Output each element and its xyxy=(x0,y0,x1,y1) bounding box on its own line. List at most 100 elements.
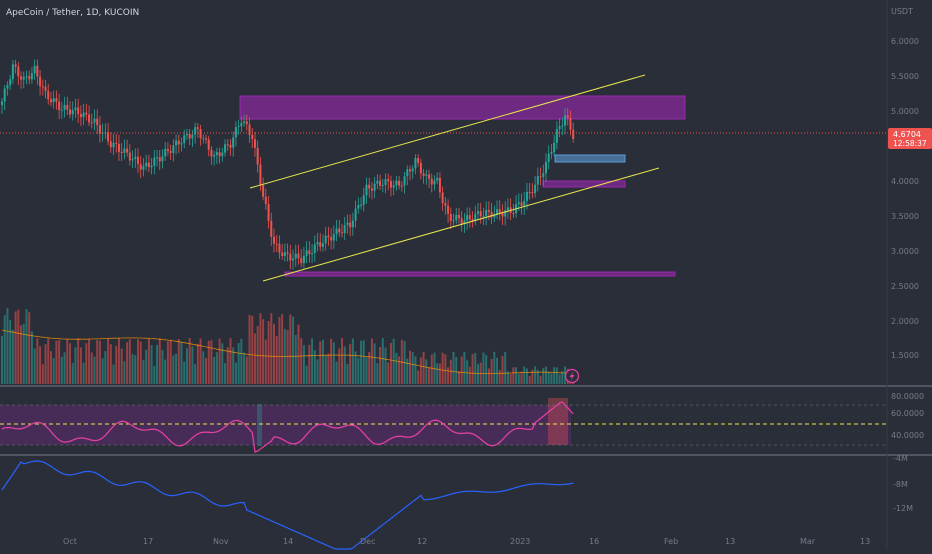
volume-bar xyxy=(82,362,85,384)
volume-bar xyxy=(28,312,31,384)
candle-body xyxy=(47,90,50,100)
candle-body xyxy=(107,132,110,142)
time-tick: 16 xyxy=(589,537,599,546)
candle-body xyxy=(177,140,180,145)
volume-bar xyxy=(153,365,156,384)
time-tick: 14 xyxy=(283,537,293,546)
volume-bar xyxy=(115,346,118,384)
candle-body xyxy=(471,219,474,221)
candle-body xyxy=(243,121,246,123)
support-zone-blue[interactable] xyxy=(554,154,626,163)
support-zone-low[interactable] xyxy=(284,271,676,277)
candle-body xyxy=(137,156,139,165)
volume-bar xyxy=(354,351,357,384)
candle-body xyxy=(354,208,357,221)
candle-body xyxy=(463,220,466,225)
price-tick: 3.0000 xyxy=(891,247,919,256)
candle-body xyxy=(324,235,327,244)
candle-body xyxy=(82,112,85,118)
candle-body xyxy=(142,166,145,170)
candle-body xyxy=(460,218,463,225)
volume-bar xyxy=(384,347,387,384)
candle-body xyxy=(569,117,572,130)
resistance-zone[interactable] xyxy=(239,95,686,120)
volume-bar xyxy=(172,355,175,384)
channel-lower-line[interactable] xyxy=(262,167,660,282)
candle-body xyxy=(561,125,564,127)
price-tick: 2.5000 xyxy=(891,282,919,291)
volume-bar xyxy=(324,355,327,384)
price-axis[interactable]: USDT 6.0000 5.5000 5.0000 4.0000 3.5000 … xyxy=(886,0,932,550)
candle-body xyxy=(558,126,561,130)
candle-body xyxy=(213,154,216,157)
candle-body xyxy=(9,79,12,86)
trend-channel[interactable] xyxy=(249,74,660,282)
candle-body xyxy=(229,144,232,148)
candle-body xyxy=(517,202,520,205)
volume-bar xyxy=(419,357,422,384)
volume-bar xyxy=(199,338,202,384)
candle-body xyxy=(351,220,354,228)
candle-body xyxy=(547,153,550,162)
volume-bars xyxy=(1,308,575,384)
symbol-title[interactable]: ApeCoin / Tether, 1D, KUCOIN xyxy=(6,8,139,18)
rsi-line xyxy=(1,401,574,453)
volume-bar xyxy=(474,353,477,384)
volume-bar xyxy=(237,343,240,384)
candle-body xyxy=(302,255,305,264)
volume-bar xyxy=(289,314,292,384)
candle-body xyxy=(419,162,422,174)
volume-bar xyxy=(150,345,153,384)
candle-body xyxy=(536,176,539,185)
candle-body xyxy=(175,140,178,146)
candle-body xyxy=(362,195,365,205)
candle-body xyxy=(370,188,373,191)
volume-bar xyxy=(311,338,314,384)
candle-body xyxy=(555,129,558,143)
candle-body xyxy=(379,180,382,186)
volume-bar xyxy=(259,313,262,384)
volume-bar xyxy=(240,338,243,384)
candle-body xyxy=(512,212,515,214)
volume-bar xyxy=(202,351,205,384)
volume-bar xyxy=(248,315,251,384)
volume-bar xyxy=(436,363,439,384)
candle-body xyxy=(275,243,278,245)
volume-bar xyxy=(406,358,409,384)
candle-body xyxy=(234,127,237,138)
candle-body xyxy=(161,156,164,162)
zones[interactable] xyxy=(239,95,686,277)
volume-bar xyxy=(3,315,6,384)
volume-bar xyxy=(262,319,265,384)
time-tick: 12 xyxy=(417,537,427,546)
volume-bar xyxy=(368,352,371,384)
channel-upper-line[interactable] xyxy=(249,74,646,189)
candle-body xyxy=(88,114,91,123)
volume-bar xyxy=(441,352,444,384)
candle-body xyxy=(294,253,297,259)
candle-body xyxy=(468,215,471,220)
support-zone-small[interactable] xyxy=(542,180,626,188)
volume-bar xyxy=(381,338,384,384)
alert-marker[interactable] xyxy=(564,368,580,384)
candle-body xyxy=(384,179,387,185)
osc-tick: -12M xyxy=(893,504,913,513)
candle-body xyxy=(496,209,499,215)
volume-bar xyxy=(531,369,534,384)
price-tick: 2.0000 xyxy=(891,317,919,326)
candle-body xyxy=(286,252,289,254)
price-tick: 1.5000 xyxy=(891,351,919,360)
candle-body xyxy=(273,236,275,244)
volume-bar xyxy=(207,340,210,384)
volume-bar xyxy=(455,356,458,384)
volume-bar xyxy=(109,344,112,384)
volume-bar xyxy=(411,352,414,384)
volume-bar xyxy=(79,347,82,384)
candle-body xyxy=(545,161,547,174)
candle-body xyxy=(493,214,496,218)
volume-bar xyxy=(226,347,229,384)
time-axis[interactable]: Oct 17 Nov 14 Dec 12 2023 16 Feb 13 Mar … xyxy=(63,537,870,546)
candle-body xyxy=(292,258,295,261)
candle-body xyxy=(3,88,6,102)
